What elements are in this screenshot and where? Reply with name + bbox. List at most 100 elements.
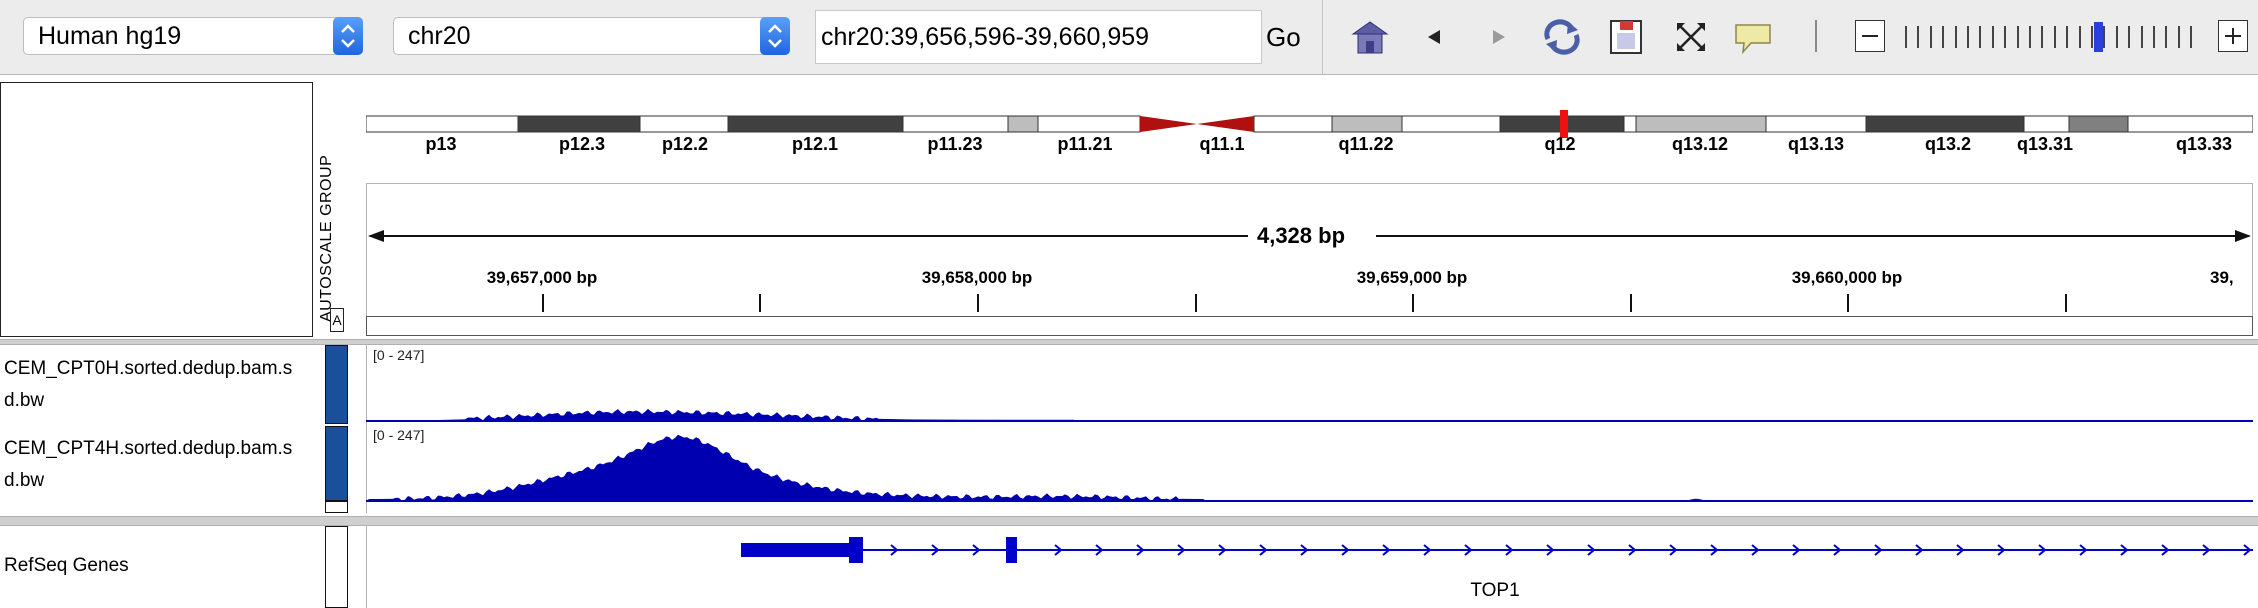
strand-arrow [2079, 544, 2088, 556]
strand-arrow [1997, 544, 2006, 556]
zoom-tick[interactable] [2053, 26, 2056, 48]
attribute-cell[interactable] [325, 345, 348, 424]
genome-dropdown[interactable]: Human hg19 [23, 17, 363, 55]
zoom-tick[interactable] [1967, 26, 1969, 48]
popup-text-icon[interactable] [1733, 17, 1773, 57]
attribute-cell [325, 526, 348, 608]
zoom-slider[interactable] [1895, 20, 2215, 54]
zoom-tick[interactable] [2066, 26, 2069, 48]
zoom-tick[interactable] [2177, 26, 2180, 48]
forward-icon[interactable] [1478, 17, 1518, 57]
resize-icon[interactable] [1671, 17, 1711, 57]
ruler-panel[interactable] [366, 183, 2253, 336]
strand-arrow [1833, 544, 1842, 556]
ruler-span-arrow [368, 230, 2251, 242]
ruler-span-label: 4,328 bp [1256, 223, 1346, 248]
attribute-cell [325, 501, 348, 513]
zoom-in-icon[interactable] [2218, 20, 2248, 52]
zoom-tick[interactable] [2016, 26, 2019, 48]
strand-arrow [2243, 544, 2252, 556]
zoom-slider-thumb[interactable] [2094, 22, 2103, 52]
back-icon[interactable] [1415, 17, 1455, 57]
autoscale-marker[interactable]: A [330, 308, 344, 332]
coverage-track-cpt4h[interactable] [366, 433, 2253, 505]
strand-arrow [1341, 544, 1350, 556]
ideogram-band [1623, 115, 1637, 133]
zoom-tick[interactable] [2190, 26, 2193, 48]
genome-dropdown-value: Human hg19 [38, 22, 182, 50]
zoom-tick[interactable] [1954, 26, 1957, 48]
ruler-tick-label: 39,660,000 bp [1791, 268, 1903, 287]
zoom-tick[interactable] [2115, 26, 2118, 48]
chromosome-dropdown[interactable]: chr20 [393, 17, 790, 55]
track-name-line2: d.bw [4, 470, 45, 491]
gene-feature-top1[interactable] [366, 530, 2253, 580]
chromosome-ideogram[interactable] [365, 82, 2254, 162]
region-navigator-icon[interactable] [1606, 17, 1646, 57]
strand-arrow [1628, 544, 1637, 556]
strand-arrow [1669, 544, 1678, 556]
coverage-track-cpt0h[interactable] [366, 365, 2253, 425]
band-label: p11.21 [1057, 134, 1113, 154]
zoom-tick[interactable] [2140, 26, 2143, 48]
track-name-cpt0h[interactable]: CEM_CPT0H.sorted.dedup.bam.s d.bw [4, 353, 292, 417]
feature-panel[interactable] [366, 526, 2253, 608]
home-icon[interactable] [1350, 17, 1390, 57]
gene-exon [1006, 537, 1017, 563]
gene-label: TOP1 [1470, 580, 1520, 601]
ideogram-band [1765, 115, 1867, 133]
band-label: p13 [425, 134, 457, 154]
strand-arrow [2161, 544, 2170, 556]
gene-track-name[interactable]: RefSeq Genes [4, 555, 129, 576]
strand-arrow [1382, 544, 1391, 556]
zoom-tick[interactable] [2103, 26, 2106, 48]
zoom-tick[interactable] [2165, 26, 2168, 48]
zoom-tick[interactable] [1942, 26, 1945, 48]
zoom-tick[interactable] [1905, 26, 1907, 48]
zoom-tick[interactable] [2029, 26, 2031, 48]
toolbar-separator [1815, 20, 1817, 52]
track-name-cpt4h[interactable]: CEM_CPT4H.sorted.dedup.bam.s d.bw [4, 433, 292, 497]
refresh-icon[interactable] [1540, 17, 1580, 57]
zoom-tick[interactable] [1929, 26, 1932, 48]
autoscale-group-label[interactable]: AUTOSCALE GROUP [318, 154, 335, 322]
ruler-tick-label: 39, [2210, 268, 2234, 287]
strand-arrow [1546, 544, 1555, 556]
strand-arrow [1423, 544, 1432, 556]
attribute-cell[interactable] [325, 426, 348, 501]
zoom-tick[interactable] [1991, 26, 1994, 48]
zoom-out-icon[interactable] [1855, 20, 1885, 52]
strand-arrow [1300, 544, 1309, 556]
zoom-tick[interactable] [2078, 26, 2081, 48]
ideogram-band [727, 115, 904, 133]
zoom-tick[interactable] [2153, 26, 2155, 48]
zoom-tick[interactable] [2128, 26, 2131, 48]
ruler-tick [759, 294, 761, 312]
band-label: q11.22 [1338, 134, 1394, 154]
zoom-tick[interactable] [2091, 26, 2093, 48]
band-label: q13.31 [2016, 134, 2074, 154]
track-name-line2: d.bw [4, 390, 45, 411]
pane-divider[interactable] [0, 516, 2258, 526]
chevron-updown-icon[interactable] [760, 17, 790, 55]
pane-divider[interactable] [0, 339, 2258, 345]
chevron-updown-icon[interactable] [333, 17, 363, 55]
ruler-tick [542, 294, 544, 312]
data-pane [0, 345, 2258, 513]
zoom-tick[interactable] [1917, 26, 1920, 48]
gene-exon [849, 537, 863, 563]
strand-arrow [972, 544, 981, 556]
locus-input[interactable] [821, 11, 1251, 63]
attribute-panel-header: AUTOSCALE GROUP A [318, 82, 348, 337]
data-panel[interactable] [366, 345, 2253, 513]
locus-field-box [815, 10, 1262, 64]
strand-arrow [2120, 544, 2129, 556]
strand-arrow [2038, 544, 2047, 556]
band-label: p12.3 [558, 134, 606, 154]
zoom-tick[interactable] [2004, 26, 2007, 48]
band-label: p11.23 [927, 134, 983, 154]
zoom-tick[interactable] [2041, 26, 2044, 48]
ideogram-band [1401, 115, 1501, 133]
zoom-tick[interactable] [1979, 26, 1982, 48]
go-button[interactable]: Go [1266, 22, 1301, 52]
